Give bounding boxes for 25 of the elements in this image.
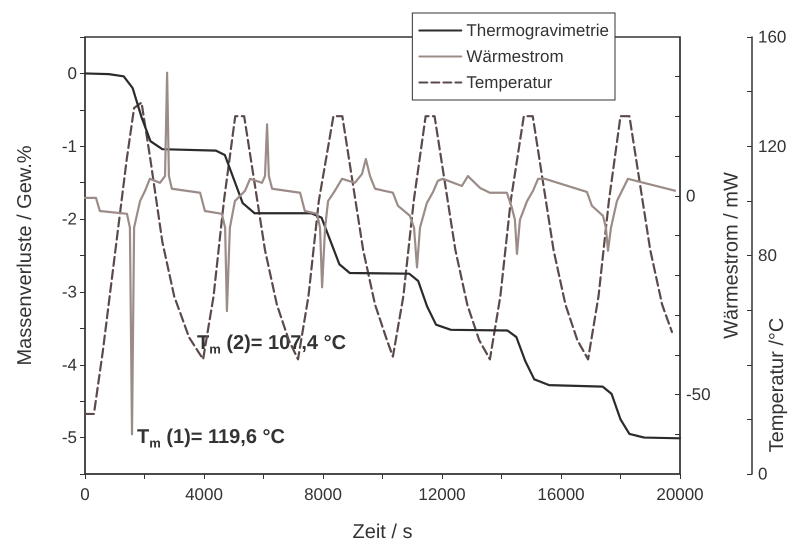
y-tick-label: -5 [62, 428, 77, 448]
x-tick-label: 4000 [185, 485, 223, 504]
x-tick-label: 0 [80, 485, 90, 504]
y2-tick-label: -50 [686, 385, 711, 404]
y3-tick-label: 80 [758, 246, 777, 265]
y-tick-label: -4 [62, 355, 77, 374]
legend-label: Wärmestrom [466, 47, 564, 66]
legend-label: Thermogravimetrie [466, 21, 610, 40]
x-tick-label: 8000 [304, 485, 342, 504]
y2-axis-title: Wärmestrom / mW [720, 172, 742, 339]
y3-tick-label: 120 [758, 136, 786, 156]
y-tick-label: -2 [62, 210, 77, 229]
y-axis-title: Massenverluste / Gew.% [14, 145, 36, 366]
y2-tick-label: 0 [686, 186, 696, 206]
y3-tick-label: 160 [758, 28, 786, 46]
y3-axis-title: Temperatur /°C [766, 318, 788, 452]
x-tick-label: 20000 [656, 485, 704, 504]
x-axis-title: Zeit / s [352, 521, 413, 543]
y-tick-label: -1 [62, 136, 77, 156]
x-tick-label: 16000 [537, 485, 585, 504]
y-tick-label: 0 [68, 64, 77, 83]
y-tick-label: -3 [62, 282, 77, 302]
y3-tick-label: 0 [758, 464, 768, 484]
legend-label: Temperatur [466, 73, 553, 92]
x-tick-label: 12000 [418, 485, 466, 504]
